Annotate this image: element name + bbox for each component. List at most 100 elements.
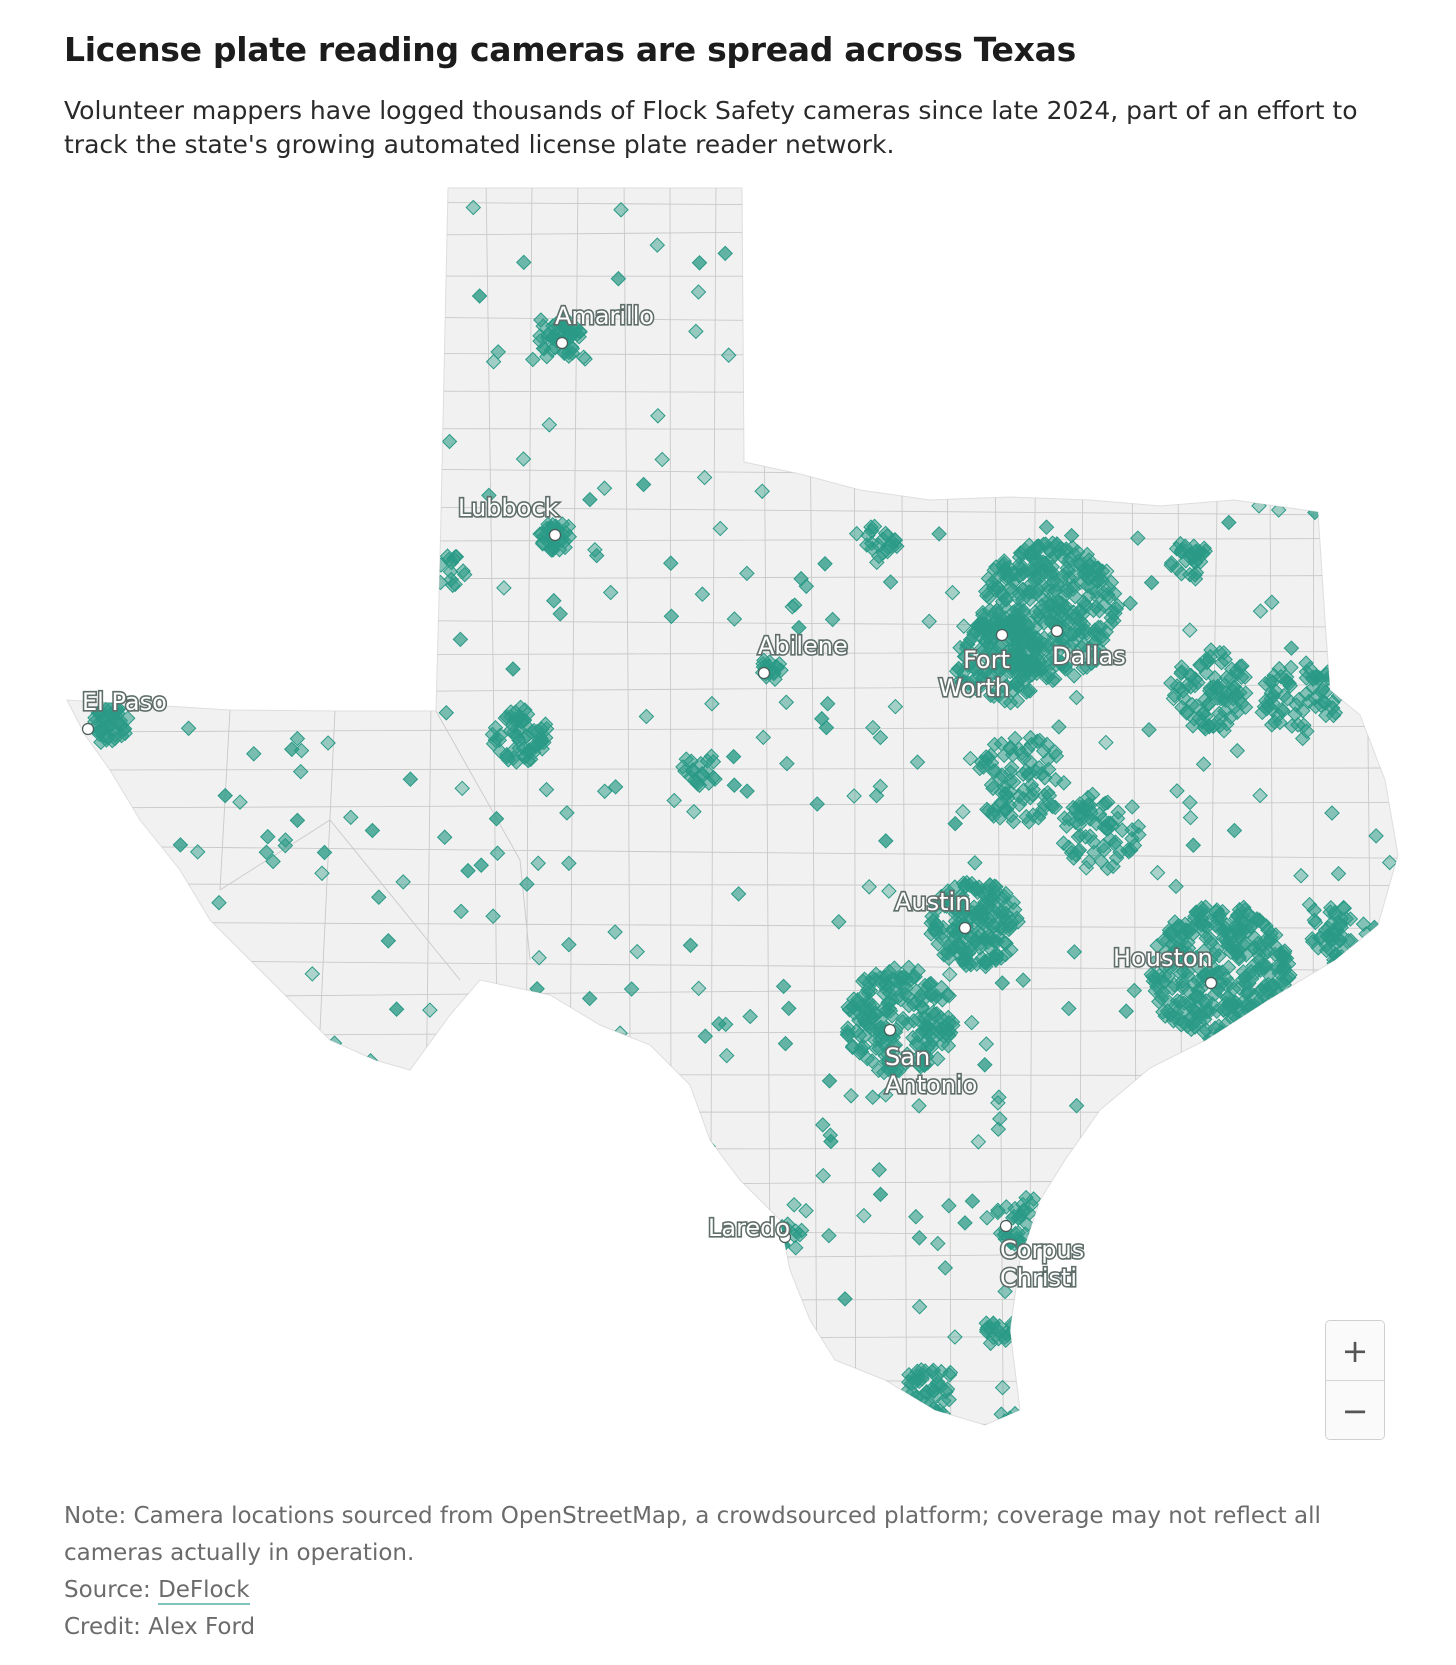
camera-marker xyxy=(1092,641,1108,658)
camera-marker xyxy=(957,649,974,665)
camera-marker xyxy=(579,1250,596,1267)
camera-marker xyxy=(238,319,255,335)
camera-marker xyxy=(1073,639,1090,655)
camera-marker xyxy=(664,1309,680,1325)
city-marker xyxy=(555,336,569,350)
camera-marker xyxy=(328,523,344,540)
city-marker xyxy=(1204,976,1218,990)
camera-marker xyxy=(835,282,851,298)
camera-marker xyxy=(1228,1028,1244,1045)
camera-marker xyxy=(306,1345,322,1361)
camera-marker xyxy=(173,246,190,262)
camera-marker xyxy=(997,1424,1014,1425)
camera-marker xyxy=(414,319,430,336)
camera-marker xyxy=(988,221,1005,237)
zoom-out-button[interactable]: − xyxy=(1326,1381,1384,1439)
camera-marker xyxy=(784,1296,800,1313)
camera-marker xyxy=(1164,1353,1181,1370)
zoom-in-button[interactable]: + xyxy=(1326,1321,1384,1380)
camera-marker xyxy=(350,642,366,659)
camera-marker xyxy=(1012,545,1029,561)
camera-marker xyxy=(1093,1309,1110,1325)
camera-marker xyxy=(1294,1377,1311,1393)
camera-marker xyxy=(150,451,166,468)
camera-marker xyxy=(289,351,306,368)
source-link[interactable]: DeFlock xyxy=(158,1577,250,1605)
camera-marker xyxy=(934,281,950,297)
camera-marker xyxy=(889,430,906,447)
camera-marker xyxy=(1135,1214,1152,1230)
camera-marker xyxy=(617,1264,633,1281)
county-line xyxy=(319,710,336,1031)
camera-marker xyxy=(1015,339,1031,356)
camera-marker xyxy=(1362,1014,1379,1031)
camera-marker xyxy=(509,1063,525,1079)
camera-marker xyxy=(1366,1235,1383,1252)
camera-marker xyxy=(135,1198,152,1214)
camera-marker xyxy=(1245,1017,1261,1034)
camera-marker xyxy=(688,1334,705,1350)
camera-marker xyxy=(879,189,896,205)
camera-marker xyxy=(232,1012,248,1029)
camera-marker xyxy=(269,584,286,600)
camera-marker xyxy=(679,1106,695,1122)
camera-marker xyxy=(1002,1420,1018,1425)
city-marker xyxy=(1050,624,1064,638)
camera-marker xyxy=(1340,261,1356,278)
camera-marker xyxy=(988,602,1005,619)
camera-marker xyxy=(996,563,1012,580)
camera-marker xyxy=(855,326,871,343)
camera-marker xyxy=(1003,1424,1019,1425)
camera-marker xyxy=(977,583,994,600)
camera-marker xyxy=(466,1022,482,1038)
camera-marker xyxy=(1243,1228,1260,1245)
county-line xyxy=(67,801,1398,809)
camera-marker xyxy=(1253,1184,1270,1200)
camera-marker xyxy=(1089,584,1105,600)
camera-marker xyxy=(248,1351,264,1367)
camera-marker xyxy=(1358,241,1374,258)
city-marker xyxy=(548,528,562,542)
city-label: Laredo xyxy=(708,1214,790,1242)
city-label: Amarillo xyxy=(555,302,654,330)
camera-marker xyxy=(390,1099,406,1116)
camera-marker xyxy=(1014,1417,1030,1425)
camera-marker xyxy=(155,587,171,604)
camera-marker xyxy=(1217,1171,1234,1188)
camera-marker xyxy=(839,321,855,338)
camera-marker xyxy=(1341,574,1357,590)
camera-marker xyxy=(1025,561,1041,577)
camera-marker xyxy=(1171,203,1188,219)
camera-marker xyxy=(1012,1417,1029,1425)
city-label: Antonio xyxy=(885,1071,977,1099)
camera-marker xyxy=(1067,568,1083,585)
camera-marker xyxy=(183,291,200,308)
camera-marker xyxy=(157,239,174,255)
camera-marker xyxy=(166,981,182,998)
county-line xyxy=(435,710,531,961)
camera-marker xyxy=(1036,310,1053,327)
camera-marker xyxy=(1189,1299,1205,1315)
camera-marker xyxy=(847,334,863,351)
camera-marker xyxy=(1338,1105,1355,1121)
city-label: Corpus xyxy=(1000,1236,1084,1264)
camera-marker xyxy=(137,1014,154,1031)
camera-marker xyxy=(1002,579,1019,596)
camera-marker xyxy=(836,339,853,355)
camera-marker xyxy=(1272,426,1288,442)
camera-marker xyxy=(1282,1028,1298,1045)
footer-source: Source: DeFlock xyxy=(64,1572,1404,1609)
camera-marker xyxy=(1058,582,1075,599)
camera-marker xyxy=(997,591,1014,607)
camera-marker xyxy=(990,580,1006,596)
camera-marker xyxy=(1033,1217,1049,1233)
city-label: Christi xyxy=(1000,1264,1077,1292)
camera-marker xyxy=(1020,425,1037,441)
camera-marker xyxy=(1055,637,1072,654)
camera-marker xyxy=(1262,1004,1279,1020)
camera-marker xyxy=(1066,668,1082,684)
camera-marker xyxy=(340,563,357,580)
footer-credit: Credit: Alex Ford xyxy=(64,1614,256,1640)
camera-marker xyxy=(538,1367,554,1383)
